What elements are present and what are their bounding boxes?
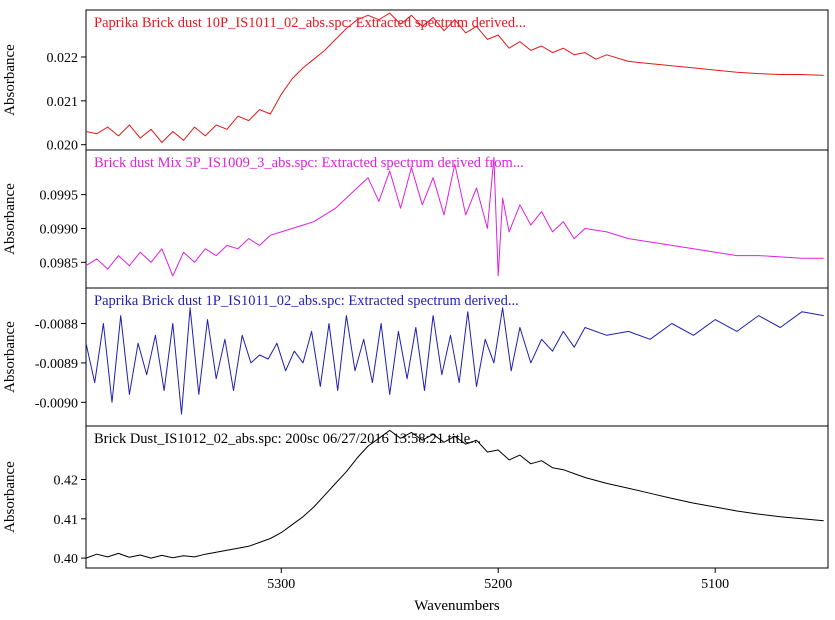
y-tick-label: 0.42 [54,474,79,489]
y-tick-label: 0.021 [47,95,79,110]
y-tick-label: 0.0995 [40,189,79,204]
y-tick-label: -0.0090 [35,396,78,411]
x-tick-label: 5300 [267,577,295,592]
spectrum-panel-4: 0.40 0.41 0.42 Absorbance Brick Dust_IS1012_… [2,425,829,569]
y-tick-label: -0.0089 [35,357,78,372]
y-axis-title: Absorbance [2,183,18,255]
panel-title: Brick dust Mix 5P_IS1009_3_abs.spc: Extr… [94,155,524,171]
spectrum-line-3 [85,307,824,415]
panel-title: Paprika Brick dust 1P_IS1011_02_abs.spc:… [94,293,519,309]
y-tick-label: 0.022 [47,51,79,66]
y-tick-label: 0.0985 [40,256,79,271]
panel-title: Paprika Brick dust 10P_IS1011_02_abs.spc… [94,15,526,31]
y-tick-label: 0.40 [54,552,79,567]
spectrum-panel-2: 0.0985 0.0990 0.0995 Absorbance Brick dust M… [2,149,829,289]
spectrum-line-4 [85,429,824,559]
spectrum-line-2 [85,156,824,277]
spectrum-panel-3: -0.0090 -0.0089 -0.0088 Absorbance Paprika B… [2,287,829,427]
panel-frame [85,425,829,569]
y-tick-label: 0.41 [54,513,79,528]
y-tick-label: 0.020 [47,139,79,154]
x-tick-label: 5100 [701,577,729,592]
x-axis-title: Wavenumbers [414,598,500,614]
panel-title: Brick Dust_IS1012_02_abs.spc: 200sc 06/2… [94,431,481,447]
y-tick-label: -0.0088 [35,318,78,333]
spectrum-panel-1: 0.020 0.021 0.022 Absorbance Paprika Brick d… [2,9,829,154]
y-tick-label: 0.0990 [40,222,79,237]
y-axis-title: Absorbance [2,321,18,393]
x-tick-label: 5200 [484,577,512,592]
spectrum-line-1 [85,12,824,143]
y-axis-title: Absorbance [2,44,18,116]
y-axis-title: Absorbance [2,461,18,533]
x-axis: 5300 5200 5100 Wavenumbers [267,568,729,614]
